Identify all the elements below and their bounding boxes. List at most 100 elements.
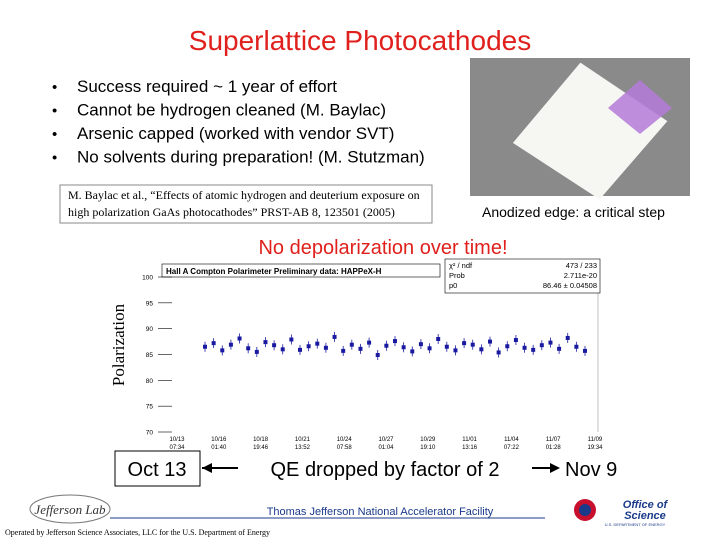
data-point (496, 350, 501, 355)
data-point (401, 345, 406, 350)
logo-right: Science (624, 510, 666, 522)
data-point (393, 339, 397, 344)
data-point (583, 348, 587, 353)
image-caption: Anodized edge: a critical step (482, 204, 665, 220)
bullet-text: No solvents during preparation! (M. Stut… (77, 148, 425, 167)
data-point (470, 342, 475, 347)
data-point (384, 343, 389, 348)
data-point (280, 347, 285, 352)
arrowhead (202, 463, 212, 473)
x-tick-label: 11/09 19:34 (587, 437, 603, 451)
timeline-start: Oct 13 (128, 459, 187, 481)
timeline-middle: QE dropped by factor of 2 (270, 459, 499, 481)
data-point (358, 346, 363, 351)
data-point (323, 345, 328, 350)
data-point (367, 340, 372, 345)
x-tick-label: 10/27 01:04 (378, 437, 394, 451)
stat-value: 473 / 233 (566, 261, 597, 270)
logo-text: Jefferson Lab (34, 502, 106, 517)
bullet-list: • Success required ~ 1 year of effort • Can… (52, 77, 425, 167)
data-point (418, 342, 423, 347)
bullet-dot: • (52, 150, 57, 167)
x-tick-label: 10/29 19:10 (420, 437, 436, 451)
arrowhead (550, 463, 560, 473)
data-point (263, 340, 268, 345)
x-tick-label: 11/04 07:22 (504, 437, 520, 451)
data-point (453, 348, 458, 353)
data-point (306, 344, 311, 349)
y-tick-label: 85 (146, 352, 154, 359)
data-point (557, 346, 562, 351)
y-tick-label: 70 (146, 430, 154, 437)
x-tick-label: 10/24 07:58 (337, 437, 353, 451)
data-point (539, 343, 544, 348)
bullet-text: Arsenic capped (worked with vendor SVT) (77, 124, 394, 143)
data-point (254, 349, 259, 354)
wafer-reflection (608, 80, 672, 134)
x-tick-label: 10/18 19:46 (253, 437, 269, 451)
data-point (315, 341, 320, 346)
timeline-end: Nov 9 (565, 459, 617, 481)
data-point (574, 344, 579, 349)
data-point (462, 341, 467, 346)
reference-line: high polarization GaAs photocathodes” PR… (68, 205, 395, 219)
data-point (349, 342, 354, 347)
y-tick-label: 80 (146, 378, 154, 385)
y-axis-label: Polarization (109, 303, 128, 386)
y-tick-label: 100 (142, 275, 153, 282)
stat-name: χ² / ndf (449, 261, 473, 270)
photo (470, 58, 690, 200)
data-point (211, 341, 216, 346)
x-tick-label: 10/21 13:52 (295, 437, 311, 451)
data-point (220, 348, 225, 353)
bullet-text: Cannot be hydrogen cleaned (M. Baylac) (77, 101, 386, 120)
doe-emblem-inner (579, 504, 591, 516)
reference-line: M. Baylac et al., “Effects of atomic hyd… (68, 188, 420, 202)
data-point (375, 353, 380, 358)
logo-swoosh (29, 494, 111, 524)
bullet-dot: • (52, 126, 57, 143)
plot-title: Hall A Compton Polarimeter Preliminary d… (166, 267, 382, 276)
headline: No depolarization over time! (258, 237, 507, 259)
data-point (427, 346, 432, 351)
start-box (114, 450, 201, 487)
bullet-dot: • (52, 103, 57, 120)
data-point (246, 346, 251, 351)
x-tick-label: 10/13 07:34 (169, 437, 185, 451)
slide-title: Superlattice Photocathodes (189, 25, 531, 56)
data-point (341, 348, 346, 353)
data-point (444, 344, 449, 349)
data-point (203, 344, 207, 349)
stat-value: 86.46 ± 0.04508 (543, 281, 597, 290)
jlab-logo: Jefferson Lab (29, 494, 111, 524)
data-point (548, 340, 553, 345)
y-tick-label: 90 (146, 326, 154, 333)
plot: Hall A Compton Polarimeter Preliminary d… (109, 258, 605, 451)
stat-value: 2.711e-20 (564, 271, 597, 280)
data-point (237, 336, 242, 341)
x-tick-label: 10/16 01:40 (211, 437, 227, 451)
data-point (298, 347, 302, 352)
data-point (228, 342, 233, 347)
y-tick-label: 95 (146, 300, 154, 307)
data-point (488, 339, 492, 344)
plot-title-box (161, 263, 441, 278)
reference-box (59, 184, 433, 224)
y-tick-label: 75 (146, 404, 154, 411)
data-point (272, 343, 277, 348)
data-point (522, 345, 527, 350)
data-point (436, 337, 441, 341)
logo-right: Office of (623, 499, 669, 511)
data-point (565, 335, 570, 340)
data-point (410, 349, 415, 354)
x-tick-label: 11/01 13:16 (462, 437, 478, 451)
stat-name: Prob (449, 271, 465, 280)
x-tick-label: 11/07 01:28 (546, 437, 562, 451)
footer-operator: Operated by Jefferson Science Associates… (5, 528, 270, 537)
stat-name: p0 (449, 281, 457, 290)
data-point (332, 334, 337, 339)
data-point (531, 347, 536, 352)
bullet-text: Success required ~ 1 year of effort (77, 77, 337, 96)
logo-right-sub: U.S. DEPARTMENT OF ENERGY (605, 522, 666, 527)
